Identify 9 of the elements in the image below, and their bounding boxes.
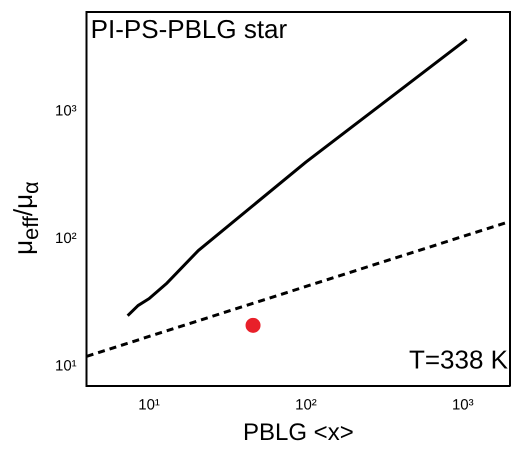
annotation: PI-PS-PBLG star xyxy=(90,14,288,44)
x-tick-label: 10¹ xyxy=(138,396,160,414)
x-tick-label: 10² xyxy=(295,396,317,414)
annotation: T=338 K xyxy=(408,344,509,374)
x-axis-title: PBLG <x> xyxy=(242,419,354,446)
x-tick-label: 10³ xyxy=(452,396,474,414)
y-tick-label: 10¹ xyxy=(54,358,77,375)
y-tick-label: 10³ xyxy=(54,102,77,120)
y-tick-label: 10² xyxy=(54,230,77,247)
